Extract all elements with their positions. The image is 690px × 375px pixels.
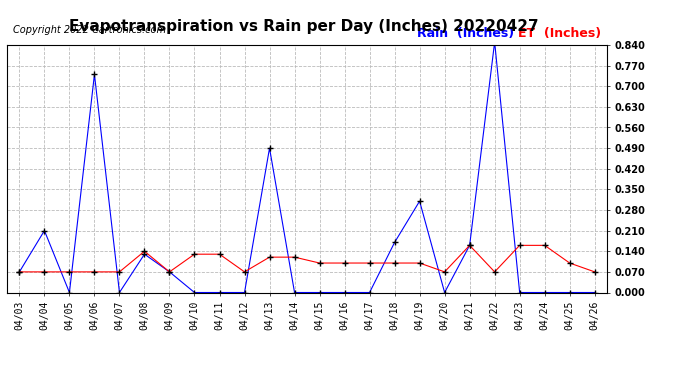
Rain  (Inches) [40, 228, 48, 233]
Rain  (Inches) [340, 290, 348, 295]
ET  (Inches) [15, 270, 23, 274]
Text: Copyright 2022 Cartronics.com: Copyright 2022 Cartronics.com [13, 25, 166, 35]
ET  (Inches) [40, 270, 48, 274]
ET  (Inches) [540, 243, 549, 248]
ET  (Inches) [140, 249, 148, 254]
ET  (Inches) [166, 270, 174, 274]
Rain  (Inches) [366, 290, 374, 295]
Rain  (Inches) [266, 146, 274, 150]
Rain  (Inches) [440, 290, 449, 295]
Rain  (Inches) [466, 243, 474, 248]
ET  (Inches) [491, 270, 499, 274]
Rain  (Inches) [215, 290, 224, 295]
ET  (Inches) [591, 270, 599, 274]
ET  (Inches) [415, 261, 424, 265]
ET  (Inches) [90, 270, 99, 274]
ET  (Inches) [391, 261, 399, 265]
Rain  (Inches) [491, 40, 499, 44]
Rain  (Inches) [190, 290, 199, 295]
ET  (Inches) [190, 252, 199, 257]
Rain  (Inches) [566, 290, 574, 295]
Text: Evapotranspiration vs Rain per Day (Inches) 20220427: Evapotranspiration vs Rain per Day (Inch… [69, 19, 538, 34]
ET  (Inches) [340, 261, 348, 265]
Rain  (Inches) [240, 290, 248, 295]
ET  (Inches) [115, 270, 124, 274]
Rain  (Inches) [290, 290, 299, 295]
ET  (Inches) [66, 270, 74, 274]
Line: ET  (Inches): ET (Inches) [17, 243, 598, 274]
Rain  (Inches) [415, 199, 424, 203]
ET  (Inches) [366, 261, 374, 265]
ET  (Inches) [515, 243, 524, 248]
ET  (Inches) [440, 270, 449, 274]
ET  (Inches) [215, 252, 224, 257]
Rain  (Inches) [166, 270, 174, 274]
Rain  (Inches) [90, 72, 99, 77]
ET  (Inches) [290, 255, 299, 260]
Rain  (Inches) [115, 290, 124, 295]
Rain  (Inches) [66, 290, 74, 295]
Rain  (Inches) [540, 290, 549, 295]
Rain  (Inches) [391, 240, 399, 244]
Line: Rain  (Inches): Rain (Inches) [17, 39, 598, 295]
Rain  (Inches) [15, 270, 23, 274]
ET  (Inches) [466, 243, 474, 248]
Rain  (Inches) [315, 290, 324, 295]
ET  (Inches) [566, 261, 574, 265]
Legend: Rain  (Inches), ET  (Inches): Rain (Inches), ET (Inches) [417, 27, 601, 39]
Rain  (Inches) [515, 290, 524, 295]
Rain  (Inches) [591, 290, 599, 295]
ET  (Inches) [315, 261, 324, 265]
Rain  (Inches) [140, 252, 148, 257]
ET  (Inches) [240, 270, 248, 274]
ET  (Inches) [266, 255, 274, 260]
